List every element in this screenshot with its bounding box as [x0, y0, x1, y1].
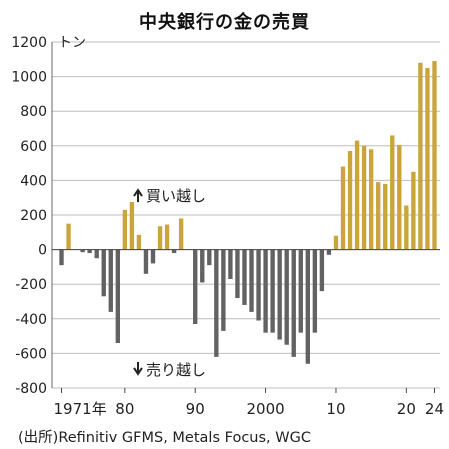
bar: [122, 209, 128, 250]
x-tick-label: 80: [115, 400, 134, 418]
bar: [115, 249, 120, 344]
up-arrow-icon: [133, 188, 143, 203]
y-unit-label: トン: [58, 35, 86, 51]
y-tick-label: 1000: [11, 70, 47, 86]
y-tick-label: 600: [20, 139, 47, 155]
bar: [87, 249, 92, 254]
bar: [193, 249, 198, 324]
y-tick-label: -800: [15, 381, 47, 397]
bar: [347, 150, 353, 250]
bar: [277, 249, 282, 340]
x-tick-label: 24: [425, 400, 444, 418]
bar: [101, 249, 106, 297]
bar: [340, 166, 346, 250]
bar: [207, 249, 212, 266]
bar: [136, 234, 142, 250]
bar: [284, 249, 289, 345]
bar: [425, 67, 430, 250]
y-tick-label: -200: [15, 277, 47, 293]
bar: [298, 249, 303, 333]
bar: [143, 249, 149, 274]
bar: [235, 249, 240, 299]
bar: [411, 171, 416, 250]
bar: [319, 249, 325, 292]
bar: [361, 145, 367, 250]
bar: [66, 223, 71, 250]
bar: [59, 249, 64, 266]
bar: [157, 226, 163, 250]
bar: [376, 182, 381, 250]
bar: [291, 249, 296, 357]
bar: [404, 205, 409, 250]
bar: [228, 249, 233, 280]
y-tick-label: 200: [20, 208, 47, 224]
bar: [397, 144, 402, 250]
bar: [94, 249, 99, 259]
bar: [214, 249, 219, 357]
x-tick-label: 20: [397, 400, 416, 418]
x-tick-label: 1971年: [54, 400, 107, 418]
y-tick-label: 400: [20, 173, 47, 189]
bar: [432, 61, 437, 250]
bar: [390, 135, 395, 250]
bar: [383, 183, 388, 250]
bar: [256, 249, 261, 321]
x-tick-label: 2000: [246, 400, 284, 418]
y-tick-label: -400: [15, 312, 47, 328]
bar: [200, 249, 205, 283]
down-arrow-icon: [133, 361, 143, 376]
bar: [221, 249, 226, 331]
bar: [368, 149, 374, 250]
bar: [80, 249, 85, 253]
x-tick-label: 90: [186, 400, 205, 418]
source-note: (出所)Refinitiv GFMS, Metals Focus, WGC: [18, 430, 311, 446]
y-tick-label: 0: [38, 243, 47, 259]
bar: [171, 249, 177, 254]
bar: [333, 235, 339, 250]
bar: [249, 249, 254, 312]
bar: [164, 224, 170, 250]
y-tick-label: 800: [20, 104, 47, 120]
bar: [305, 249, 310, 364]
y-tick-label: -600: [15, 346, 47, 362]
sell-annotation: 売り越し: [146, 361, 206, 379]
bar: [270, 249, 275, 333]
buy-annotation: 買い越し: [146, 187, 206, 205]
bar: [354, 140, 360, 250]
bar: [150, 249, 156, 264]
x-tick-label: 10: [326, 400, 345, 418]
bar: [326, 249, 332, 255]
bar: [263, 249, 268, 333]
bar: [418, 62, 423, 250]
bar: [108, 249, 113, 312]
bar: [312, 249, 318, 333]
bar: [129, 202, 135, 250]
y-tick-label: 1200: [11, 35, 47, 51]
bar: [178, 218, 184, 250]
chart-title: 中央銀行の金の売買: [139, 12, 310, 33]
bar: [242, 249, 247, 305]
